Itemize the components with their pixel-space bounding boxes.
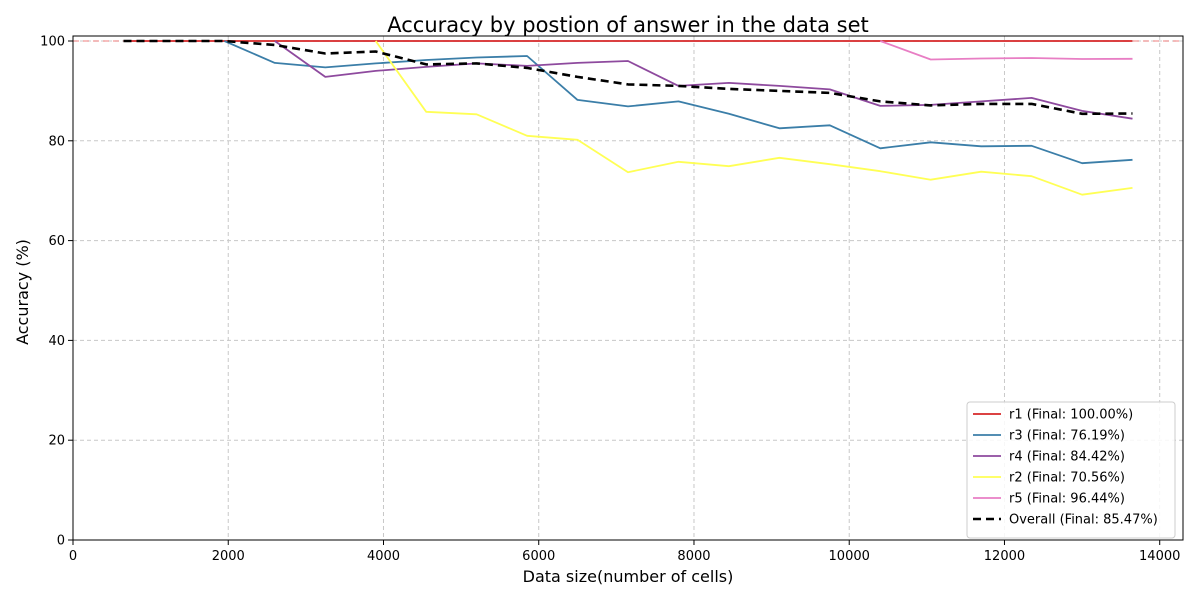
series-line-2 (224, 40, 1133, 165)
legend-entry-label: r5 (Final: 96.44%) (1009, 492, 1125, 507)
legend-entry-label: r3 (Final: 76.19%) (1009, 429, 1125, 444)
y-axis-label: Accuracy (%) (13, 239, 32, 345)
legend-entry-label: r2 (Final: 70.56%) (1009, 471, 1125, 486)
x-tick-label: 8000 (677, 549, 710, 564)
y-tick-label: 20 (48, 434, 65, 449)
chart-title: Accuracy by postion of answer in the dat… (387, 13, 868, 37)
series-line-4 (374, 40, 1133, 196)
legend-entry-label: r4 (Final: 84.42%) (1009, 450, 1125, 465)
series-line-3 (274, 40, 1133, 120)
legend-entry-label: Overall (Final: 85.47%) (1009, 513, 1158, 528)
y-tick-label: 0 (57, 534, 65, 549)
x-tick-label: 0 (69, 549, 77, 564)
legend-entry-label: r1 (Final: 100.00%) (1009, 408, 1133, 423)
y-tick-label: 100 (40, 34, 65, 49)
x-tick-label: 4000 (367, 549, 400, 564)
y-tick-label: 80 (48, 134, 65, 149)
x-tick-label: 12000 (984, 549, 1025, 564)
series-line-5 (879, 40, 1133, 61)
plot-area-frame (72, 35, 1184, 541)
series-layer (123, 39, 1133, 196)
y-tick-label: 40 (48, 334, 65, 349)
x-tick-label: 2000 (212, 549, 245, 564)
legend: r1 (Final: 100.00%) r3 (Final: 76.19%) r4 … (966, 401, 1176, 539)
x-tick-label: 14000 (1139, 549, 1180, 564)
axis-ticks: 0 2000 4000 6000 8000 10000 12000 14000 0 20 40 60 8… (40, 34, 1180, 564)
legend-box (966, 401, 1176, 539)
x-axis-label: Data size(number of cells) (523, 567, 734, 586)
series-line-6 (123, 39, 1133, 116)
y-tick-label: 60 (48, 234, 65, 249)
x-tick-label: 6000 (522, 549, 555, 564)
x-tick-label: 10000 (829, 549, 870, 564)
